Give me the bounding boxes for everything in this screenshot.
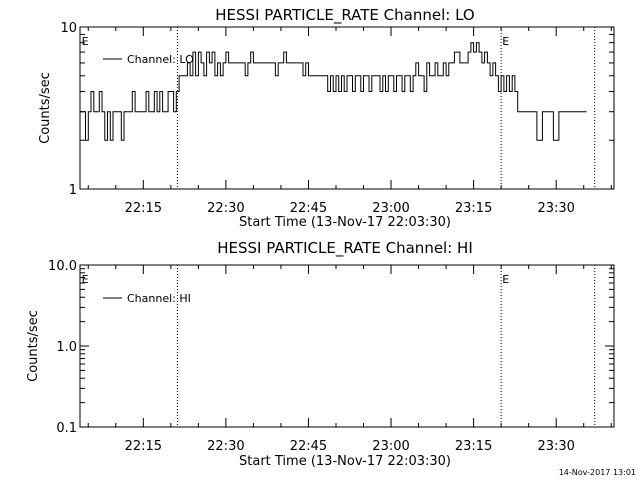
y-tick-label: 1.0	[56, 340, 77, 355]
x-tick-label: 22:45	[290, 439, 327, 454]
tick-group: 22:15 22:30 22:45 23:00 23:15 23:30 1 10	[60, 21, 614, 216]
event-marker: E	[82, 35, 89, 48]
tick-group: 22:15 22:30 22:45 23:00 23:15 23:30 10.0 1.0 0.1	[48, 259, 614, 454]
x-tick-label: 23:00	[372, 201, 409, 216]
x-tick-label: 22:30	[207, 439, 244, 454]
footer-timestamp: 14-Nov-2017 13:01	[559, 468, 636, 477]
event-marker: E	[502, 273, 509, 286]
x-tick-label: 23:00	[372, 439, 409, 454]
x-tick-label: 23:30	[537, 439, 574, 454]
series-line	[80, 42, 587, 141]
y-tick-label: 10	[60, 21, 77, 36]
x-tick-label: 22:30	[207, 201, 244, 216]
x-tick-label: 22:45	[290, 201, 327, 216]
x-tick-label: 22:15	[125, 439, 162, 454]
legend: Channel: HI	[103, 292, 191, 305]
plot-frame	[79, 26, 615, 190]
x-tick-label: 23:30	[537, 201, 574, 216]
y-tick-label: 0.1	[56, 421, 77, 436]
chart-title: HESSI PARTICLE_RATE Channel: HI	[217, 239, 473, 258]
y-tick-label: 10.0	[48, 259, 77, 274]
legend-label: Channel: HI	[127, 292, 191, 305]
event-marker: E	[82, 273, 89, 286]
legend-label: Channel: LO	[127, 53, 194, 66]
x-tick-label: 23:15	[455, 439, 492, 454]
x-tick-label: 23:15	[455, 201, 492, 216]
x-axis-label: Start Time (13-Nov-17 22:03:30)	[239, 454, 451, 469]
y-axis-label: Counts/sec	[38, 72, 53, 144]
series-group	[80, 42, 587, 141]
x-tick-label: 22:15	[125, 201, 162, 216]
event-marker: E	[502, 35, 509, 48]
chart-title: HESSI PARTICLE_RATE Channel: LO	[215, 6, 474, 25]
chart-panel-hi: HESSI PARTICLE_RATE Channel: HI Counts/s…	[26, 239, 615, 469]
y-axis-label: Counts/sec	[26, 310, 41, 382]
x-axis-label: Start Time (13-Nov-17 22:03:30)	[239, 215, 451, 230]
legend: Channel: LO	[103, 53, 194, 66]
y-tick-label: 1	[69, 183, 77, 198]
chart-panel-lo: HESSI PARTICLE_RATE Channel: LO Counts/s…	[38, 6, 615, 230]
